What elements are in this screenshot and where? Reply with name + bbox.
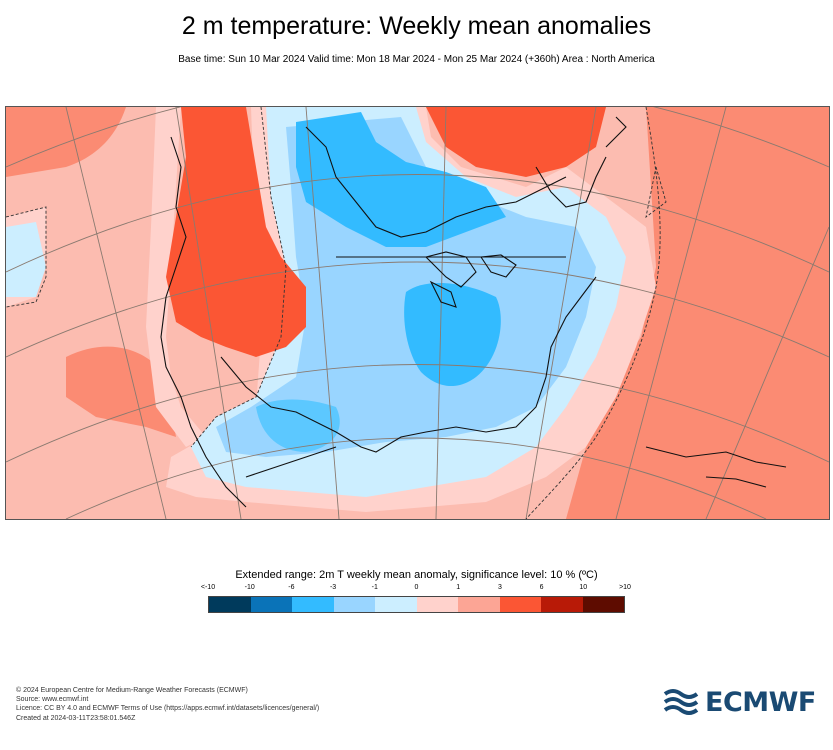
- licence-text: Licence: CC BY 4.0 and ECMWF Terms of Us…: [16, 705, 320, 713]
- legend-tick: 6: [539, 584, 544, 591]
- legend-title: Extended range: 2m T weekly mean anomaly…: [235, 569, 598, 581]
- legend-swatch: [250, 597, 292, 612]
- anomaly-region-warm-alaska: [6, 107, 126, 177]
- legend-tick: -10: [244, 584, 255, 591]
- source-text: Source: www.ecmwf.int: [16, 696, 89, 704]
- map-svg: [6, 107, 829, 519]
- anomaly-region-lightwarm-pacific: [146, 107, 206, 447]
- chart-title: 2 m temperature: Weekly mean anomalies: [181, 12, 652, 40]
- graticule: [6, 107, 829, 519]
- legend-tick: <-10: [200, 584, 216, 591]
- legend-swatch: [209, 597, 251, 612]
- anomaly-region-lightcool-west: [6, 222, 46, 297]
- legend-swatch: [582, 597, 624, 612]
- anomaly-region-cold-canada: [296, 112, 506, 247]
- legend-tick: -6: [288, 584, 295, 591]
- ecmwf-logo-icon: [663, 689, 699, 715]
- legend-swatch: [375, 597, 417, 612]
- legend-tick: 10: [579, 584, 588, 591]
- legend-tick: 3: [497, 584, 502, 591]
- legend-swatch: [541, 597, 583, 612]
- anomaly-region-cold-midwest: [404, 282, 501, 387]
- legend-ticks: <-10 -10 -6 -3 -1 0 1 3 6 10 >10: [0, 584, 833, 596]
- legend-swatch: [333, 597, 375, 612]
- anomaly-region-warm-east: [566, 107, 829, 519]
- anomaly-region-cold-south: [256, 399, 340, 452]
- legend-tick: 0: [414, 584, 419, 591]
- legend-colorbar: [208, 596, 625, 613]
- copyright-text: © 2024 European Centre for Medium-Range …: [16, 687, 248, 694]
- anomaly-region-warm-west-ocean: [66, 346, 176, 437]
- footer: © 2024 European Centre for Medium-Range …: [16, 686, 319, 723]
- ecmwf-logo-text: ECMWF: [705, 686, 816, 718]
- created-text: Created at 2024-03-11T23:58:01.546Z: [16, 714, 136, 722]
- coastlines: [160, 116, 787, 508]
- legend-swatch: [292, 597, 334, 612]
- legend-tick: >10: [619, 584, 631, 591]
- chart-subtitle: Base time: Sun 10 Mar 2024 Valid time: M…: [178, 54, 655, 65]
- anomaly-region-hot-west: [166, 107, 306, 357]
- anomaly-region-hot-northeast: [426, 107, 606, 177]
- anomaly-map: [5, 106, 830, 520]
- legend-tick: -3: [329, 584, 337, 591]
- legend-swatch: [499, 597, 541, 612]
- legend-swatch: [458, 597, 500, 612]
- legend-tick: 1: [456, 584, 461, 591]
- ecmwf-logo: ECMWF: [661, 686, 816, 718]
- legend-tick: -1: [371, 584, 378, 591]
- legend-swatch: [416, 597, 458, 612]
- significance-contours: [6, 107, 667, 519]
